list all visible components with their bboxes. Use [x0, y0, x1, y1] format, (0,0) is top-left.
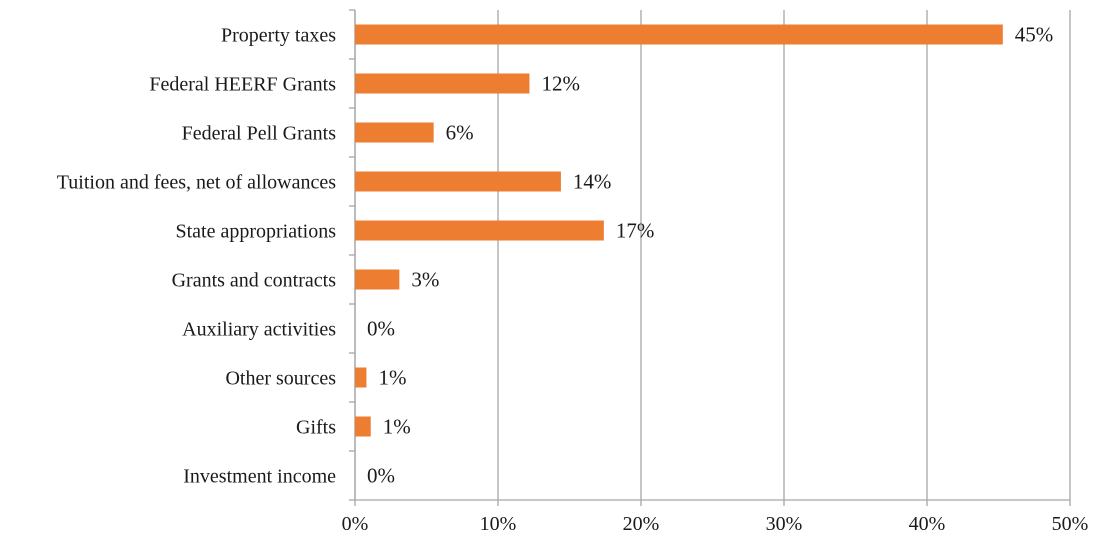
bar [355, 367, 367, 388]
data-label: 0% [367, 464, 395, 488]
category-label: State appropriations [175, 221, 336, 243]
bars [355, 24, 1003, 437]
bar [355, 24, 1003, 45]
category-label: Auxiliary activities [182, 319, 336, 341]
category-label: Federal Pell Grants [182, 123, 337, 145]
data-label: 0% [367, 317, 395, 341]
category-label: Property taxes [221, 25, 336, 47]
bar [355, 416, 371, 437]
x-tick-label: 40% [909, 513, 946, 535]
x-tick-label: 20% [623, 513, 660, 535]
x-tick-label: 30% [766, 513, 803, 535]
bar [355, 269, 400, 290]
data-label: 17% [616, 219, 655, 243]
x-tick-label: 50% [1052, 513, 1089, 535]
data-label: 3% [411, 268, 439, 292]
x-tick-label: 10% [480, 513, 517, 535]
category-label: Other sources [225, 368, 336, 390]
data-label: 1% [383, 415, 411, 439]
bar [355, 220, 604, 241]
category-label: Grants and contracts [172, 270, 337, 292]
category-label: Tuition and fees, net of allowances [57, 172, 336, 194]
data-label: 12% [541, 72, 580, 96]
bar [355, 171, 561, 192]
data-label: 14% [573, 170, 612, 194]
category-label: Federal HEERF Grants [149, 74, 336, 96]
category-label: Investment income [183, 466, 336, 488]
bar [355, 122, 434, 143]
data-label: 45% [1015, 23, 1054, 47]
labels: 0% 10% 20% 30% 40% 50% Property taxes 45% Federa… [57, 23, 1089, 536]
data-label: 1% [378, 366, 406, 390]
data-label: 6% [446, 121, 474, 145]
bar [355, 73, 530, 94]
x-tick-label: 0% [342, 513, 369, 535]
category-label: Gifts [296, 417, 336, 439]
